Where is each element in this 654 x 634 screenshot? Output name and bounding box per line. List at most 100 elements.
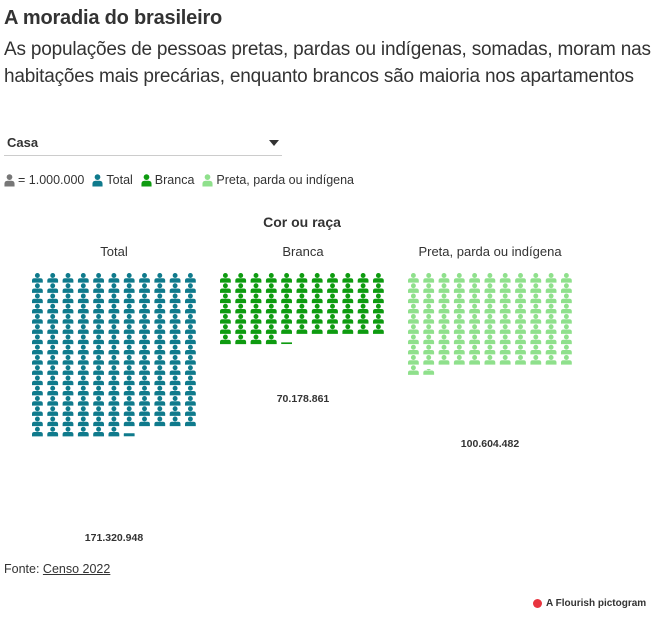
person-icon [169, 293, 181, 304]
person-icon [93, 406, 104, 416]
chart-subtitle: As populações de pessoas pretas, pardas … [4, 39, 651, 87]
person-icon [108, 426, 120, 437]
person-icon [47, 283, 59, 293]
chart-title-heading: A moradia do brasileiro [4, 7, 223, 29]
person-icon [77, 334, 89, 345]
person-icon [499, 303, 511, 314]
person-icon [220, 283, 231, 293]
person-icon [154, 273, 166, 283]
person-icon [357, 303, 369, 314]
person-icon [169, 334, 181, 345]
person-icon [47, 303, 59, 314]
person-icon [484, 293, 496, 304]
legend-item-total[interactable]: Total [92, 173, 133, 187]
person-icon [530, 355, 542, 365]
person-icon [250, 273, 262, 283]
person-icon [62, 344, 74, 355]
person-icon [169, 324, 181, 334]
person-icon [220, 324, 231, 334]
legend-label-preta-parda-indigena: Preta, parda ou indígena [216, 173, 355, 187]
person-icon [47, 385, 59, 396]
person-icon [169, 273, 181, 283]
source-link[interactable]: Censo 2022 [42, 562, 111, 576]
person-icon [77, 396, 89, 406]
person-icon [77, 426, 89, 437]
person-icon [123, 433, 135, 437]
person-icon [154, 355, 166, 365]
person-icon [220, 273, 231, 283]
person-icon [185, 406, 196, 416]
person-icon [296, 324, 308, 334]
person-icon [469, 283, 480, 293]
person-icon [423, 283, 435, 293]
pictogram-title: Cor ou raça [263, 214, 341, 230]
person-icon [123, 273, 135, 283]
person-icon [185, 283, 196, 293]
person-icon [154, 293, 166, 304]
person-icon [235, 314, 247, 324]
person-icon [499, 314, 511, 324]
person-icon [32, 273, 43, 283]
person-icon [108, 365, 120, 375]
person-icon [296, 314, 308, 324]
person-icon [185, 416, 196, 427]
person-icon [77, 406, 89, 416]
person-icon [169, 375, 181, 386]
person-icon [327, 324, 338, 334]
person-icon [108, 324, 120, 334]
person-icon [499, 334, 511, 345]
person-icon [515, 355, 526, 365]
legend-item-preta-parda-indigena[interactable]: Preta, parda ou indígena [202, 173, 354, 187]
person-icon [169, 365, 181, 375]
person-icon [311, 293, 323, 304]
person-icon [250, 334, 262, 345]
person-icon [93, 293, 104, 304]
person-icon [108, 344, 120, 355]
person-icon [235, 273, 247, 283]
person-icon [139, 365, 150, 375]
person-icon [123, 293, 135, 304]
source-prefix: Fonte: [4, 562, 40, 576]
housing-type-dropdown[interactable]: Casa [4, 132, 282, 156]
person-icon [453, 324, 465, 334]
person-icon [62, 416, 74, 427]
person-icon [499, 293, 511, 304]
person-icon [530, 273, 542, 283]
person-icon [154, 396, 166, 406]
person-icon [47, 324, 59, 334]
person-icon [423, 344, 435, 355]
person-icon [235, 334, 247, 345]
person-icon [93, 303, 104, 314]
person-icon [423, 324, 435, 334]
person-icon [202, 173, 213, 186]
person-icon [545, 324, 557, 334]
person-icon [62, 324, 74, 334]
legend-item-branca[interactable]: Branca [141, 173, 194, 187]
flourish-credit[interactable]: A Flourish pictogram [533, 598, 646, 609]
person-icon [93, 314, 104, 324]
person-icon [484, 303, 496, 314]
person-icon [453, 344, 465, 355]
person-icon [185, 314, 196, 324]
person-icon [438, 314, 450, 324]
person-icon [62, 365, 74, 375]
column-title-preta-parda-indigena: Preta, parda ou indígena [418, 244, 562, 259]
person-icon [561, 334, 572, 345]
person-icon [123, 303, 135, 314]
person-icon [453, 273, 465, 283]
person-icon [530, 334, 542, 345]
person-icon [408, 273, 419, 283]
person-icon [141, 173, 152, 186]
person-icon [123, 314, 135, 324]
person-icon [169, 344, 181, 355]
person-icon [408, 283, 419, 293]
person-icon [154, 303, 166, 314]
person-icon [342, 303, 354, 314]
legend-label-total: Total [106, 173, 133, 187]
person-icon [185, 303, 196, 314]
person-icon [77, 303, 89, 314]
person-icon [250, 324, 262, 334]
chevron-down-icon[interactable] [269, 140, 279, 146]
person-icon [77, 416, 89, 427]
